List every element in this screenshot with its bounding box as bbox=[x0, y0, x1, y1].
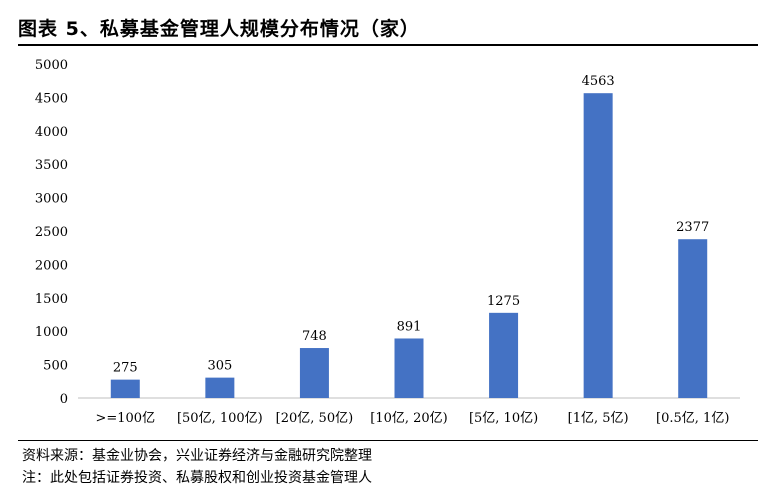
x-tick-label: [0.5亿, 1亿) bbox=[656, 411, 729, 426]
y-axis: 0 500 1000 1500 2000 2500 3000 3500 4000 4500 5000 bbox=[35, 58, 740, 407]
data-label: 2377 bbox=[676, 220, 709, 235]
y-tick-label: 5000 bbox=[35, 58, 68, 73]
chart-title: 图表 5、私募基金管理人规模分布情况（家） bbox=[18, 18, 420, 40]
x-tick-label: [10亿, 20亿) bbox=[370, 411, 448, 426]
y-tick-label: 500 bbox=[43, 359, 68, 374]
bar bbox=[678, 239, 708, 398]
bar bbox=[205, 377, 235, 398]
bar-series: 275 305 748 891 1275 4563 2377 bbox=[110, 74, 709, 399]
data-label: 275 bbox=[113, 361, 138, 376]
data-label: 305 bbox=[207, 359, 232, 374]
x-tick-label: [1亿, 5亿) bbox=[568, 411, 629, 426]
data-label: 748 bbox=[302, 329, 327, 344]
y-tick-label: 3500 bbox=[35, 158, 68, 173]
y-tick-label: 2500 bbox=[35, 225, 68, 240]
x-tick-label: [5亿, 10亿) bbox=[469, 411, 538, 426]
bar bbox=[583, 93, 613, 399]
footnote: 注：此处包括证券投资、私募股权和创业投资基金管理人 bbox=[22, 470, 372, 486]
y-tick-label: 2000 bbox=[35, 258, 68, 273]
source-note: 资料来源：基金业协会，兴业证券经济与金融研究院整理 bbox=[22, 448, 372, 464]
bar bbox=[110, 379, 140, 398]
data-label: 891 bbox=[397, 319, 422, 334]
y-tick-label: 1500 bbox=[35, 292, 68, 307]
data-label: 4563 bbox=[582, 74, 615, 89]
y-tick-label: 4000 bbox=[35, 125, 68, 140]
x-tick-label: >=100亿 bbox=[95, 411, 155, 426]
bar bbox=[299, 348, 329, 398]
data-label: 1275 bbox=[487, 294, 520, 309]
y-tick-label: 1000 bbox=[35, 325, 68, 340]
footer-divider bbox=[18, 440, 758, 441]
y-tick-label: 0 bbox=[60, 392, 68, 407]
bar bbox=[489, 312, 519, 398]
x-axis: >=100亿 [50亿, 100亿) [20亿, 50亿) [10亿, 20亿) [5亿… bbox=[95, 411, 729, 426]
y-tick-label: 3000 bbox=[35, 192, 68, 207]
bar bbox=[394, 338, 424, 398]
y-tick-label: 4500 bbox=[35, 91, 68, 106]
title-divider bbox=[18, 44, 758, 46]
x-tick-label: [20亿, 50亿) bbox=[276, 411, 354, 426]
bar-chart: 0 500 1000 1500 2000 2500 3000 3500 4000 4500 5000… bbox=[35, 58, 740, 426]
x-tick-label: [50亿, 100亿) bbox=[177, 411, 263, 426]
